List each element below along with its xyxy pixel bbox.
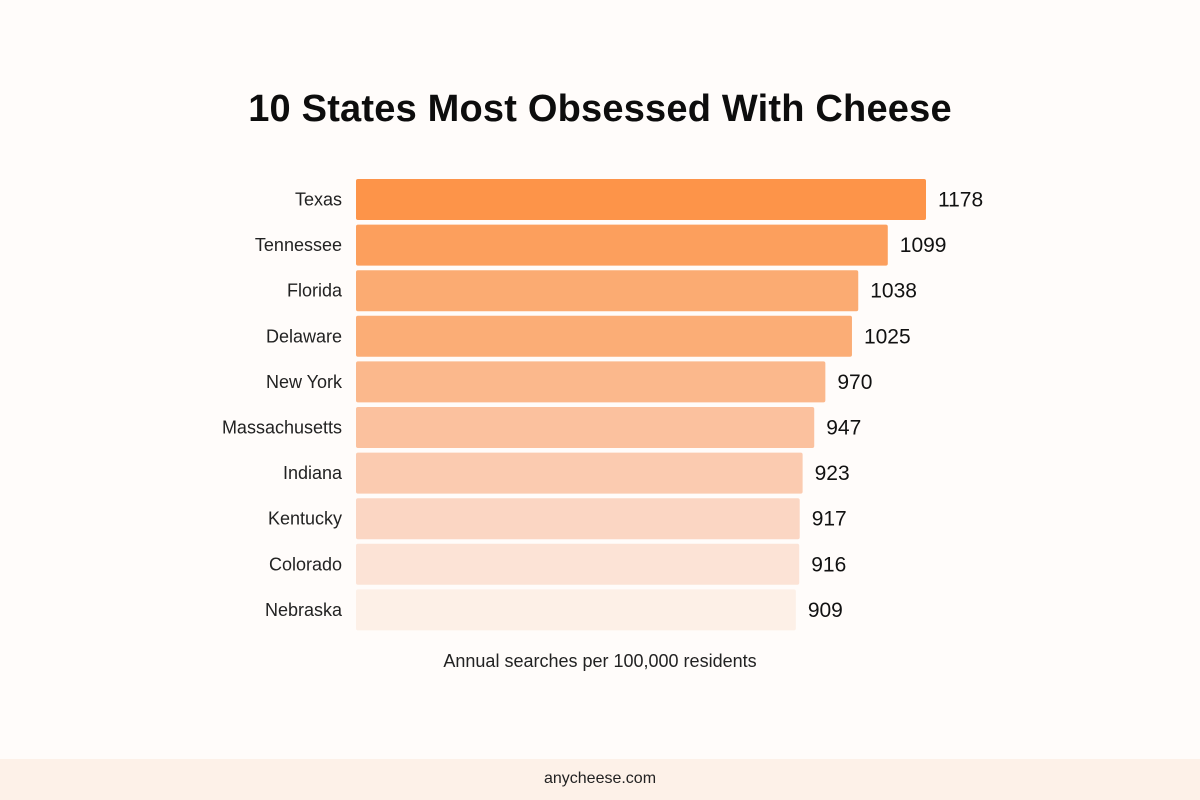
value-label-new-york: 970 [837, 371, 872, 394]
category-label-tennessee: Tennessee [255, 235, 342, 255]
x-axis-label: Annual searches per 100,000 residents [443, 651, 757, 671]
value-label-indiana: 923 [815, 462, 850, 485]
bar-delaware [356, 315, 852, 357]
category-label-texas: Texas [295, 190, 342, 210]
category-label-nebraska: Nebraska [265, 600, 343, 620]
bar-nebraska [356, 589, 796, 631]
bar-new-york [356, 361, 826, 403]
category-label-florida: Florida [287, 281, 343, 301]
value-label-tennessee: 1099 [900, 234, 947, 257]
category-label-colorado: Colorado [269, 554, 342, 574]
value-label-delaware: 1025 [864, 325, 911, 348]
footer-source[interactable]: anycheese.com [543, 770, 657, 787]
value-label-nebraska: 909 [808, 599, 843, 622]
value-label-texas: 1178 [938, 189, 983, 212]
bar-massachusetts [356, 407, 815, 448]
value-label-colorado: 916 [811, 553, 846, 576]
bar-texas [356, 179, 926, 220]
bar-tennessee [356, 224, 888, 266]
chart-title: 10 States Most Obsessed With Cheese [248, 88, 952, 130]
value-label-florida: 1038 [870, 280, 917, 303]
bar-indiana [356, 452, 803, 494]
bar-kentucky [356, 498, 800, 540]
value-label-massachusetts: 947 [826, 417, 861, 440]
value-label-kentucky: 917 [812, 508, 847, 531]
bar-florida [356, 270, 859, 312]
footer: anycheese.com [0, 759, 1200, 800]
category-label-indiana: Indiana [283, 463, 343, 483]
bar-colorado [356, 543, 800, 585]
category-label-delaware: Delaware [266, 326, 342, 346]
category-label-kentucky: Kentucky [268, 509, 342, 529]
category-label-new-york: New York [266, 372, 343, 392]
category-label-massachusetts: Massachusetts [222, 418, 342, 438]
